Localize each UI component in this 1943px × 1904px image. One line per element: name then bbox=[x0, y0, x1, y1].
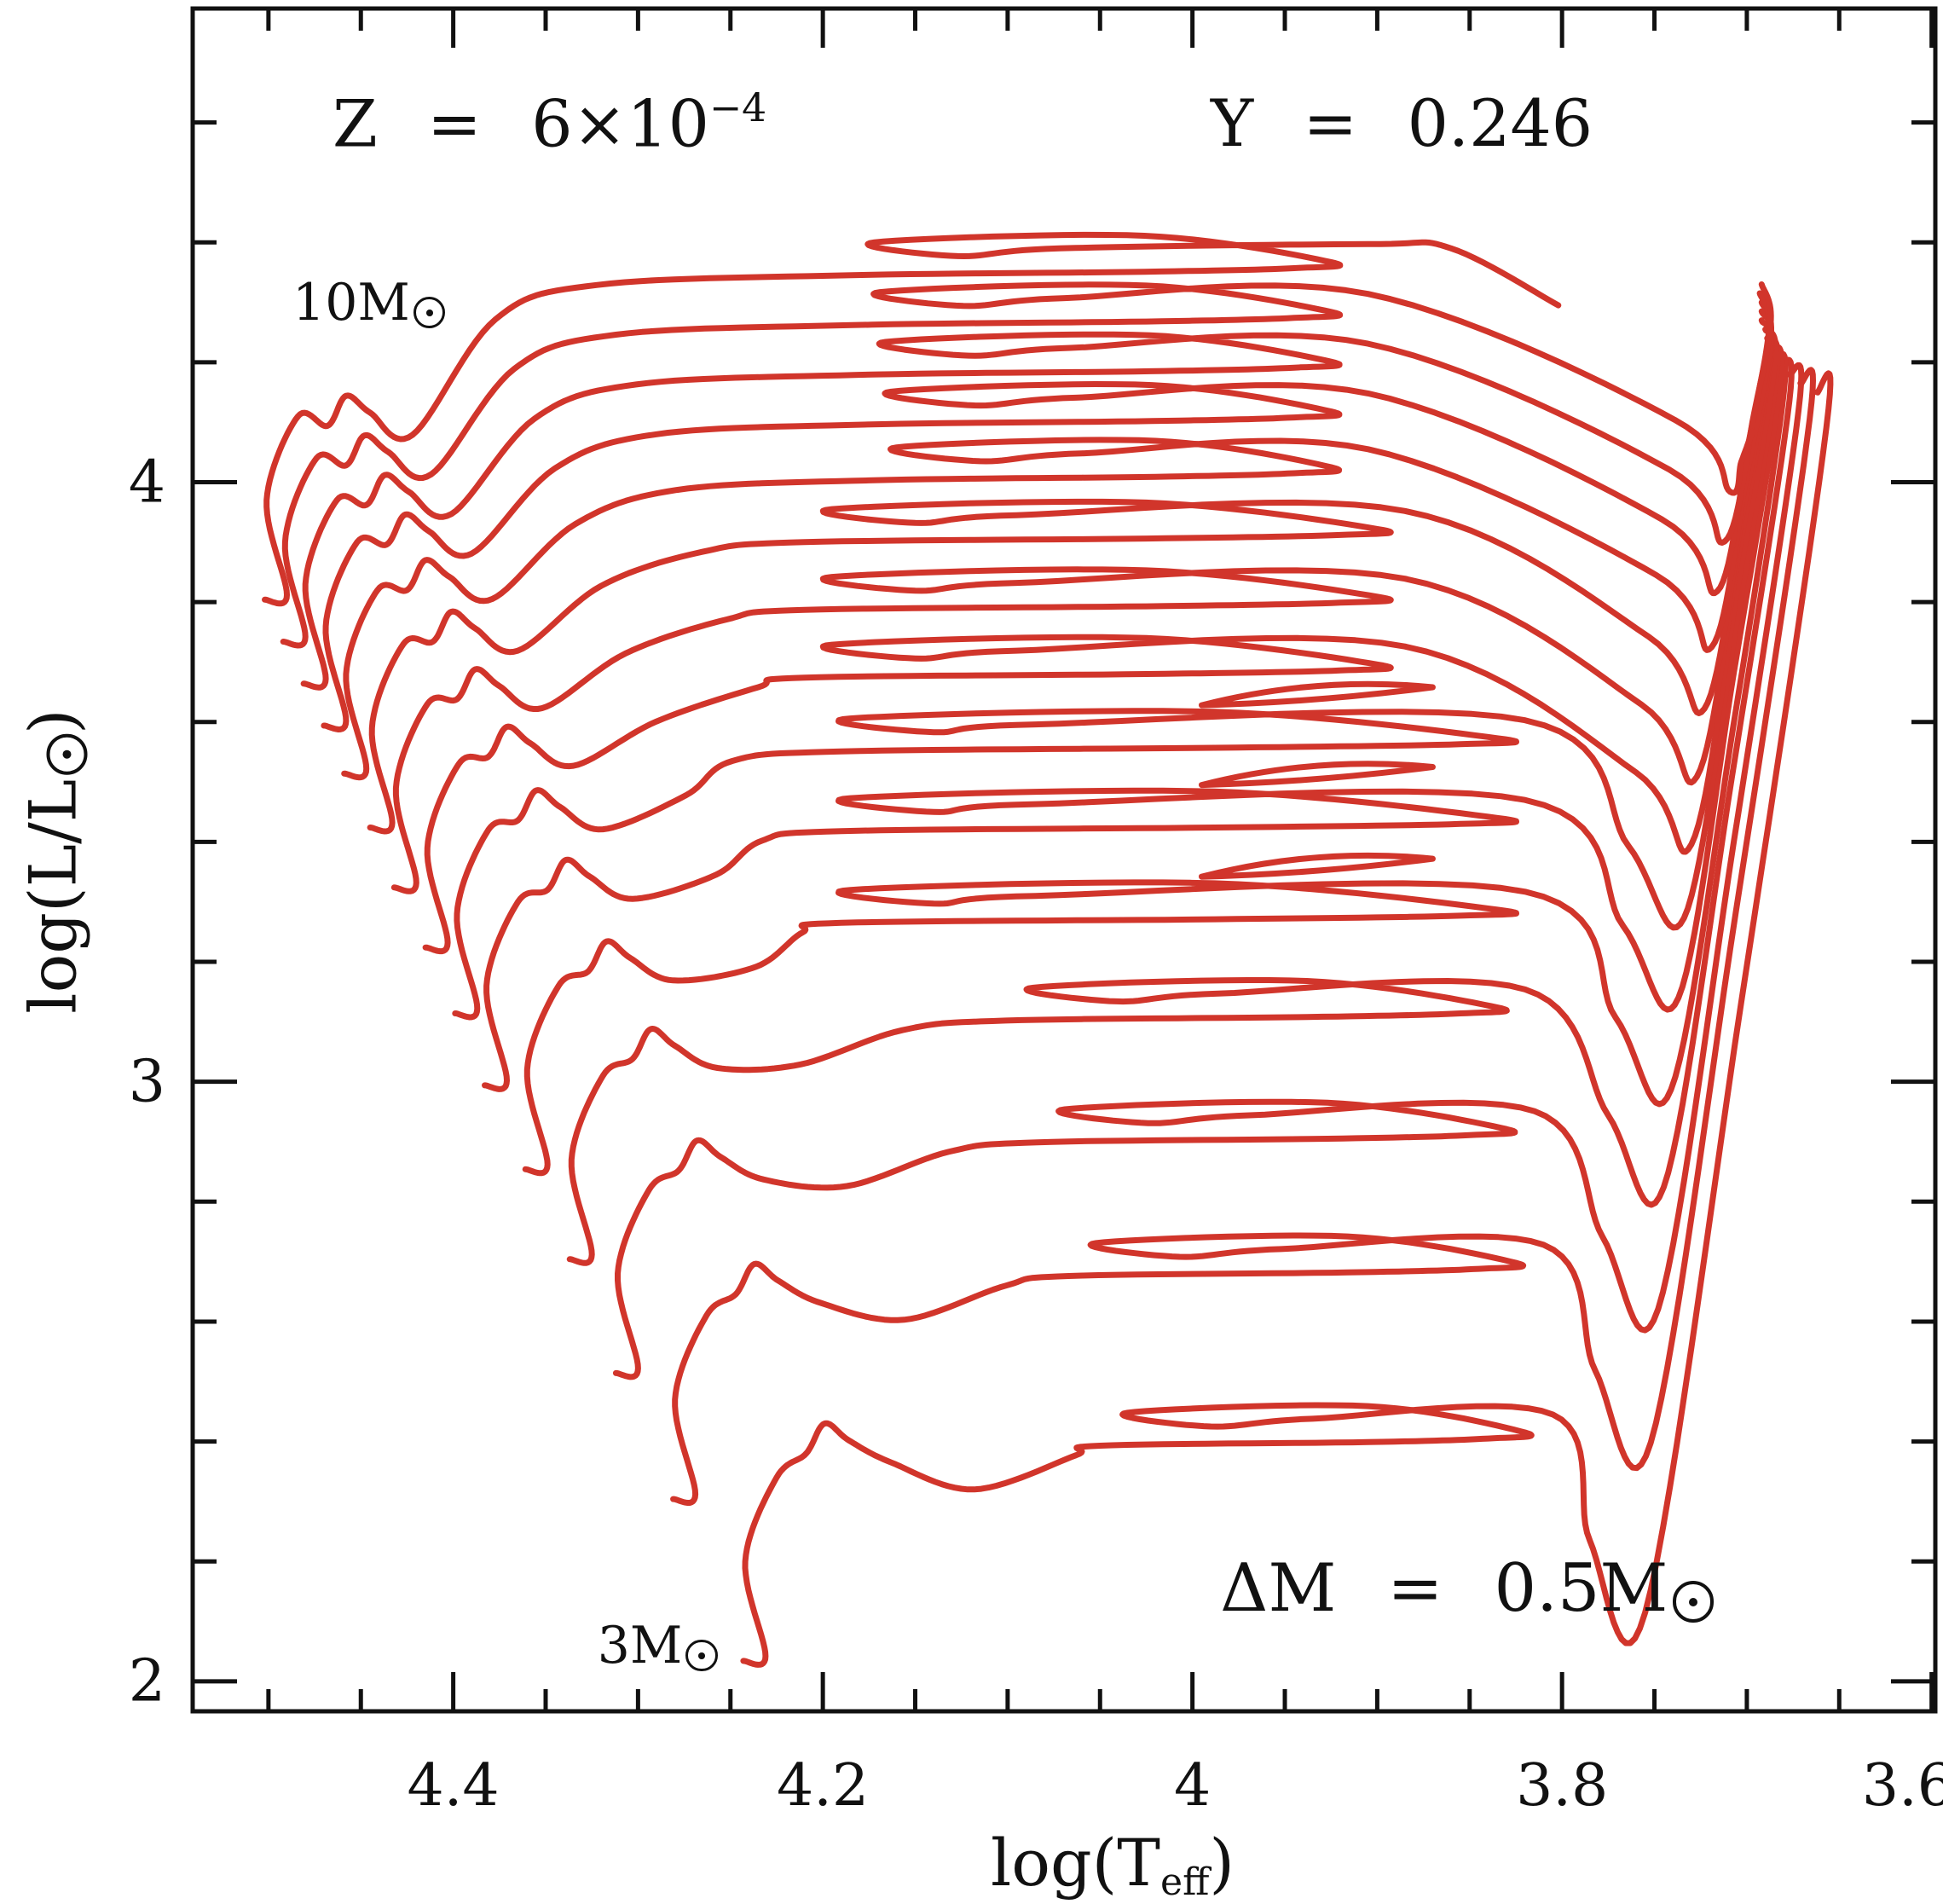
sun-symbol-icon bbox=[413, 297, 446, 329]
track-7-5-Msun bbox=[367, 308, 1775, 835]
x-tick-label: 3.8 bbox=[1516, 1752, 1609, 1820]
track-9-0-Msun bbox=[300, 281, 1774, 691]
track-6-5-Msun bbox=[422, 326, 1779, 955]
label-3msun-text: 3M bbox=[597, 1615, 683, 1675]
track-6-0-Msun bbox=[452, 335, 1781, 1021]
title-helium: Y = 0.246 bbox=[1211, 85, 1593, 161]
track-8-0-Msun bbox=[341, 299, 1774, 781]
y-axis-title-pre: log(L/L bbox=[14, 778, 91, 1014]
track-8-5-Msun bbox=[321, 290, 1772, 732]
secondary-loop bbox=[1198, 680, 1436, 709]
title-metallicity-base: Z = 6×10 bbox=[333, 85, 709, 162]
x-tick-label: 4.2 bbox=[777, 1752, 870, 1820]
sun-symbol-icon bbox=[46, 733, 88, 775]
track-10-0-Msun bbox=[262, 231, 1562, 607]
y-tick-label: 2 bbox=[128, 1647, 165, 1716]
track-5-0-Msun bbox=[522, 350, 1789, 1177]
x-axis-title: log(Teff) bbox=[991, 1825, 1235, 1904]
evolutionary-tracks bbox=[262, 231, 1834, 1668]
x-tick-label: 3.6 bbox=[1861, 1752, 1943, 1820]
x-axis-title-post: ) bbox=[1209, 1825, 1235, 1901]
label-10msun-text: 10M bbox=[292, 272, 410, 333]
y-axis-title-post: ) bbox=[14, 709, 91, 734]
secondary-loop bbox=[1198, 761, 1436, 789]
x-tick-label: 4.4 bbox=[407, 1752, 500, 1820]
track-7-0-Msun bbox=[390, 317, 1775, 894]
label-delta-mass-text: ΔM = 0.5M bbox=[1220, 1549, 1668, 1627]
x-tick-label: 4 bbox=[1174, 1752, 1211, 1820]
track-5-5-Msun bbox=[482, 344, 1785, 1092]
track-4-5-Msun bbox=[566, 356, 1795, 1266]
title-metallicity: Z = 6×10−4 bbox=[333, 85, 766, 162]
y-axis-title: log(L/L) bbox=[15, 709, 91, 1013]
x-axis-title-pre: log(T bbox=[990, 1825, 1160, 1901]
track-3-0-Msun bbox=[740, 370, 1834, 1668]
axis-ticks bbox=[193, 9, 1935, 1711]
secondary-loop bbox=[1198, 852, 1436, 880]
track-3-5-Msun bbox=[670, 367, 1816, 1506]
track-4-0-Msun bbox=[612, 362, 1805, 1380]
label-3msun: 3M bbox=[598, 1616, 718, 1675]
sun-symbol-icon bbox=[1672, 1581, 1715, 1623]
sun-symbol-icon bbox=[685, 1640, 718, 1672]
x-axis-title-sub: eff bbox=[1160, 1861, 1210, 1904]
track-9-5-Msun bbox=[280, 281, 1755, 649]
plot-frame bbox=[190, 6, 1938, 1714]
label-delta-mass: ΔM = 0.5M bbox=[1220, 1549, 1715, 1627]
label-10msun: 10M bbox=[292, 272, 446, 333]
y-tick-label: 3 bbox=[128, 1048, 165, 1116]
title-metallicity-exponent: −4 bbox=[708, 85, 767, 130]
y-tick-label: 4 bbox=[128, 449, 165, 516]
